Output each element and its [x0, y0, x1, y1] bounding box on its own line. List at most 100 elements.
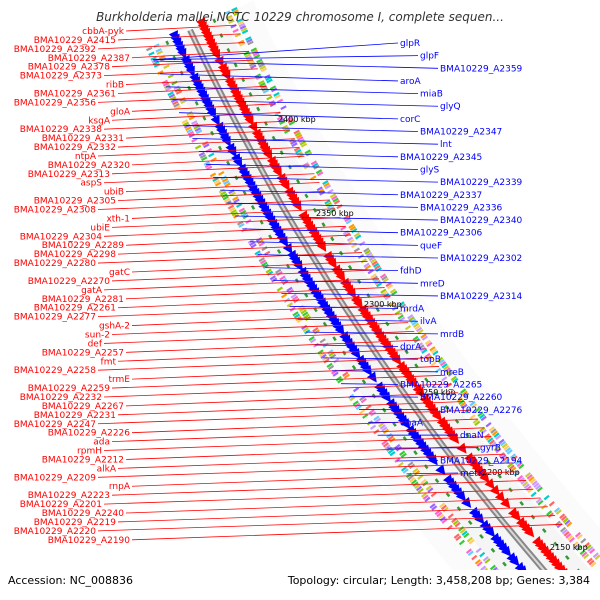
gene-label[interactable]: ksgA [88, 116, 111, 126]
gene-label[interactable]: BMA10229_A2223 [28, 491, 110, 501]
gene-label[interactable]: BMA10229_A2356 [14, 98, 97, 108]
gene-label[interactable]: ntpA [75, 152, 97, 162]
gene-label[interactable]: BMA10229_A2220 [14, 527, 97, 537]
gene-label[interactable]: cbbA-pyk [82, 27, 125, 37]
gene-label[interactable]: BMA10229_A2347 [420, 128, 502, 138]
gene-label[interactable]: BMA10229_A2270 [28, 277, 111, 287]
gene-label[interactable]: BMA10229_A2280 [14, 259, 97, 269]
gene-label[interactable]: BMA10229_A2337 [400, 191, 482, 201]
gene-label[interactable]: dprA [400, 343, 422, 353]
gene-label[interactable]: ribB [106, 81, 124, 91]
gene-label[interactable]: BMA10229_A2320 [48, 161, 131, 171]
gene-label[interactable]: BMA10229_A2289 [42, 241, 125, 251]
gene-label[interactable]: glyS [420, 165, 440, 175]
gene-label[interactable]: gshA-2 [99, 322, 130, 332]
gene-label[interactable]: BMA10229_A2336 [420, 203, 503, 213]
gc-stripe [181, 119, 188, 124]
gene-label[interactable]: BMA10229_A2359 [440, 64, 523, 74]
gene-label[interactable]: glyQ [440, 102, 461, 112]
gene-label[interactable]: lnt [440, 140, 452, 150]
gene-label[interactable]: BMA10229_A2277 [14, 313, 96, 323]
gc-stripe [295, 148, 302, 154]
gene-label[interactable]: BMA10229_A2219 [34, 518, 117, 528]
gene-label[interactable]: sun-2 [85, 330, 110, 340]
gene-label[interactable]: BMA10229_A2308 [14, 206, 97, 216]
gene-label[interactable]: xth-1 [106, 214, 130, 224]
gene-label[interactable]: mreD [420, 279, 445, 289]
gene-label[interactable]: BMA10229_A2305 [34, 197, 116, 207]
gc-stripe [402, 468, 409, 474]
gene-label[interactable]: ada [93, 438, 110, 448]
gene-label[interactable]: BMA10229_A2378 [28, 63, 111, 73]
gene-label[interactable]: aroA [400, 77, 422, 87]
gene-label[interactable]: BMA10229_A2338 [20, 125, 103, 135]
gene-label[interactable]: BMA10229_A2387 [48, 54, 130, 64]
gc-stripe [273, 91, 280, 97]
gene-label[interactable]: trmE [108, 375, 130, 385]
gene-label[interactable]: BMA10229_A2276 [440, 406, 523, 416]
gene-label[interactable]: BMA10229_A2373 [20, 72, 102, 82]
gene-label[interactable]: BMA10229_A2261 [34, 304, 116, 314]
gene-label[interactable]: BMA10229_A2258 [14, 366, 97, 376]
gene-label[interactable]: BMA10229_A2304 [20, 232, 103, 242]
gene-label[interactable]: BMA10229_A2415 [34, 36, 116, 46]
gene-label[interactable]: BMA10229_A2339 [440, 178, 523, 188]
gc-stripe [286, 286, 293, 292]
gene-label[interactable]: BMA10229_A2190 [48, 536, 131, 546]
gene-label[interactable]: BMA10229_A2212 [42, 455, 124, 465]
gene-label[interactable]: glpR [400, 39, 420, 49]
gene-label[interactable]: ubiB [104, 188, 124, 198]
gene-label[interactable]: BMA10229_A2332 [34, 143, 116, 153]
gene-label[interactable]: corC [400, 115, 420, 125]
gene-label[interactable]: glpF [420, 52, 439, 62]
gene-label[interactable]: topB [420, 355, 441, 365]
gene-label[interactable]: BMA10229_A2240 [42, 509, 125, 519]
gene-label[interactable]: fmt [101, 357, 117, 367]
gene-label[interactable]: BMA10229_A2361 [34, 89, 116, 99]
gene-label[interactable]: gatA [81, 286, 103, 296]
gene-label[interactable]: gyrB [480, 444, 501, 454]
gene-label[interactable]: miaB [420, 90, 443, 100]
gene-label[interactable]: BMA10229_A2313 [28, 170, 110, 180]
gene-label[interactable]: fdhD [400, 267, 422, 277]
gene-label[interactable]: dnaN [460, 431, 484, 441]
gene-label[interactable]: BMA10229_A2314 [440, 292, 523, 302]
gene-label[interactable]: alkA [97, 464, 117, 474]
gene-label[interactable]: BMA10229_A2267 [42, 402, 124, 412]
gene-label[interactable]: mrdA [400, 305, 425, 315]
gene-label[interactable]: queF [420, 241, 442, 251]
gene-label[interactable]: BMA10229_A2260 [420, 393, 503, 403]
gene-label[interactable]: BMA10229_A2345 [400, 153, 482, 163]
gene-label[interactable]: metK [460, 469, 485, 479]
gene-label[interactable]: BMA10229_A2302 [440, 254, 522, 264]
gene-label[interactable]: BMA10229_A2231 [34, 411, 116, 421]
gc-stripe [276, 115, 284, 121]
gene-label[interactable]: BMA10229_A2226 [48, 429, 131, 439]
gene-label[interactable]: ilvA [420, 317, 437, 327]
gene-label[interactable]: ubiE [90, 223, 110, 233]
gene-label[interactable]: BMA10229_A2298 [34, 250, 117, 260]
gene-label[interactable]: rpmH [77, 447, 102, 457]
gene-label[interactable]: mrdB [440, 330, 464, 340]
gene-label[interactable]: BMA10229_A2201 [20, 500, 102, 510]
gene-label[interactable]: BMA10229_A2392 [14, 45, 96, 55]
gene-label[interactable]: mreB [440, 368, 464, 378]
gene-label[interactable]: BMA10229_A2257 [42, 348, 124, 358]
gene-label[interactable]: rnpA [109, 482, 131, 492]
gene-label[interactable]: gloA [110, 107, 131, 117]
gene-label[interactable]: BMA10229_A2306 [400, 229, 483, 239]
gene-label[interactable]: BMA10229_A2340 [440, 216, 523, 226]
gene-label[interactable]: BMA10229_A2247 [14, 420, 96, 430]
gene-label[interactable]: BMA10229_A2209 [14, 473, 97, 483]
gene-label[interactable]: gatC [109, 268, 130, 278]
gene-label[interactable]: BMA10229_A2194 [440, 456, 523, 466]
gene-label[interactable]: BMA10229_A2259 [28, 384, 111, 394]
gene-arrow-forward [474, 513, 485, 525]
gene-label[interactable]: BMA10229_A2331 [42, 134, 124, 144]
gene-label[interactable]: BMA10229_A2232 [20, 393, 102, 403]
gene-label[interactable]: BMA10229_A2281 [42, 295, 124, 305]
gene-label[interactable]: aspS [80, 179, 102, 189]
gene-label[interactable]: BMA10229_A2265 [400, 380, 482, 390]
gene-label[interactable]: def [88, 339, 103, 349]
gene-label[interactable]: dnaA [400, 418, 424, 428]
